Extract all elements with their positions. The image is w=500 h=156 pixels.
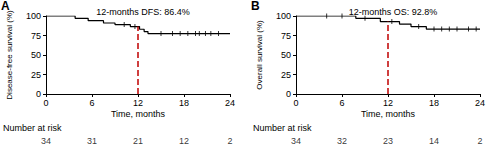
svg-text:12-months OS: 92.8%: 12-months OS: 92.8%: [349, 7, 438, 17]
svg-text:0: 0: [286, 89, 291, 99]
svg-text:25: 25: [281, 70, 291, 80]
svg-text:12: 12: [179, 136, 189, 146]
svg-text:34: 34: [41, 136, 51, 146]
svg-text:14: 14: [429, 136, 439, 146]
svg-text:0: 0: [43, 98, 48, 108]
svg-text:23: 23: [383, 136, 393, 146]
svg-text:12: 12: [383, 98, 393, 108]
svg-text:12: 12: [133, 98, 143, 108]
svg-text:24: 24: [475, 98, 485, 108]
svg-text:Time, months: Time, months: [111, 109, 166, 119]
svg-text:B: B: [251, 0, 260, 13]
svg-text:18: 18: [179, 98, 189, 108]
svg-text:25: 25: [31, 70, 41, 80]
svg-text:18: 18: [429, 98, 439, 108]
svg-text:34: 34: [291, 136, 301, 146]
svg-text:Disease-free survival (%): Disease-free survival (%): [5, 10, 14, 100]
svg-text:Number at risk: Number at risk: [3, 123, 62, 133]
svg-text:12-months DFS: 86.4%: 12-months DFS: 86.4%: [96, 7, 190, 17]
svg-text:50: 50: [281, 50, 291, 60]
svg-text:50: 50: [31, 50, 41, 60]
svg-text:0: 0: [293, 98, 298, 108]
svg-text:2: 2: [477, 136, 482, 146]
svg-text:100: 100: [276, 11, 291, 21]
svg-text:31: 31: [87, 136, 97, 146]
svg-text:75: 75: [31, 31, 41, 41]
svg-text:100: 100: [26, 11, 41, 21]
svg-text:75: 75: [281, 31, 291, 41]
svg-text:Overall survival (%): Overall survival (%): [255, 20, 264, 90]
svg-text:Number at risk: Number at risk: [253, 123, 312, 133]
svg-text:6: 6: [339, 98, 344, 108]
svg-text:Time, months: Time, months: [361, 109, 416, 119]
svg-text:0: 0: [36, 89, 41, 99]
svg-text:2: 2: [227, 136, 232, 146]
svg-text:6: 6: [89, 98, 94, 108]
svg-text:32: 32: [337, 136, 347, 146]
svg-text:24: 24: [225, 98, 235, 108]
svg-text:21: 21: [133, 136, 143, 146]
